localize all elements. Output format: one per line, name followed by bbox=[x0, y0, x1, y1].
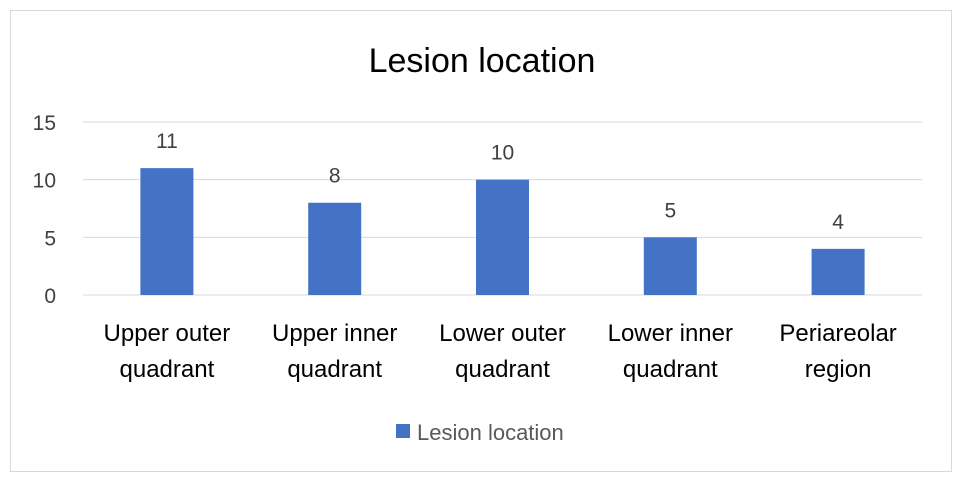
legend: Lesion location bbox=[396, 420, 564, 445]
y-tick-label: 0 bbox=[44, 285, 56, 308]
data-labels: 11 8 10 5 4 bbox=[156, 130, 844, 234]
x-category-label: Lower inner quadrant bbox=[608, 320, 733, 383]
data-label: 8 bbox=[329, 165, 341, 188]
data-label: 5 bbox=[664, 199, 676, 222]
bar bbox=[476, 179, 529, 295]
bar bbox=[308, 202, 362, 295]
chart-title: Lesion location bbox=[369, 42, 596, 80]
data-label: 10 bbox=[491, 142, 514, 165]
x-category-label: Upper inner quadrant bbox=[272, 320, 397, 383]
data-label: 4 bbox=[832, 211, 844, 234]
x-category-label: Upper outer quadrant bbox=[104, 320, 231, 383]
y-tick-label: 15 bbox=[33, 112, 56, 135]
data-label: 11 bbox=[156, 130, 178, 153]
bar bbox=[811, 248, 865, 295]
legend-swatch bbox=[396, 424, 410, 438]
x-category-label: Periareolar region bbox=[779, 320, 896, 383]
bar bbox=[140, 168, 194, 295]
x-axis-categories: Upper outer quadrant Upper inner quadrant Lo… bbox=[104, 320, 897, 383]
y-tick-label: 5 bbox=[44, 227, 56, 250]
y-tick-label: 10 bbox=[33, 170, 56, 193]
legend-label: Lesion location bbox=[417, 420, 564, 445]
bars bbox=[140, 168, 865, 295]
bar bbox=[643, 237, 697, 295]
x-category-label: Lower outer quadrant bbox=[439, 320, 566, 383]
y-axis-ticks: 0 5 10 15 bbox=[33, 112, 56, 308]
